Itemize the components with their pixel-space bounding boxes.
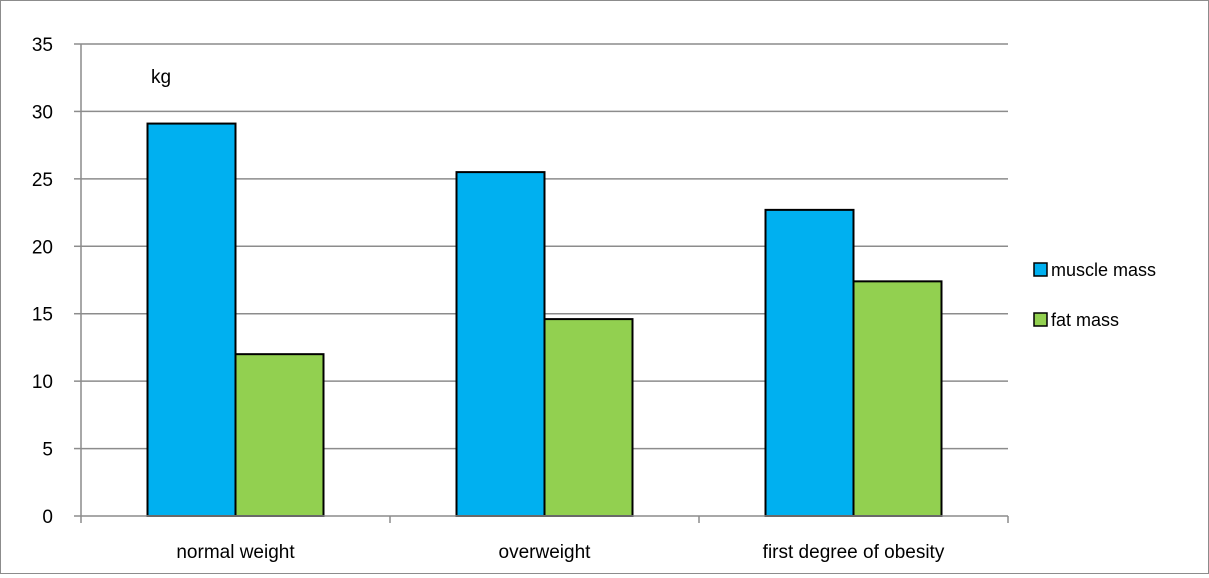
x-category-label-normal-weight: normal weight [176, 542, 295, 563]
legend-label-muscle-mass: muscle mass [1051, 260, 1156, 280]
bars [146, 122, 943, 518]
y-tick-label-10: 10 [32, 372, 53, 393]
y-tick-label-30: 30 [32, 102, 53, 123]
x-category-label-overweight: overweight [499, 542, 592, 563]
legend-swatch-fat-mass [1033, 312, 1048, 327]
bar-muscle-mass-first-degree-of-obesity [764, 208, 855, 517]
axes: 0 5 10 15 20 25 30 35 normal weight overweight fir… [32, 35, 1009, 563]
legend: muscle mass fat mass [1033, 260, 1156, 330]
y-tick-label-0: 0 [42, 507, 53, 528]
bar-muscle-mass-overweight [455, 171, 546, 517]
y-tick-label-35: 35 [32, 35, 53, 56]
unit-annotation: kg [151, 67, 171, 88]
bar-muscle-mass-normal-weight [146, 122, 237, 518]
y-tick-label-5: 5 [42, 440, 53, 461]
bar-fat-mass-normal-weight [234, 353, 325, 517]
legend-label-fat-mass: fat mass [1051, 310, 1119, 330]
y-tick-label-20: 20 [32, 237, 53, 258]
y-tick-label-15: 15 [32, 305, 53, 326]
y-tick-label-25: 25 [32, 170, 53, 191]
bar-fat-mass-first-degree-of-obesity [852, 280, 943, 517]
x-category-label-first-degree-of-obesity: first degree of obesity [763, 542, 945, 563]
legend-swatch-muscle-mass [1033, 262, 1048, 277]
bar-fat-mass-overweight [543, 318, 634, 518]
